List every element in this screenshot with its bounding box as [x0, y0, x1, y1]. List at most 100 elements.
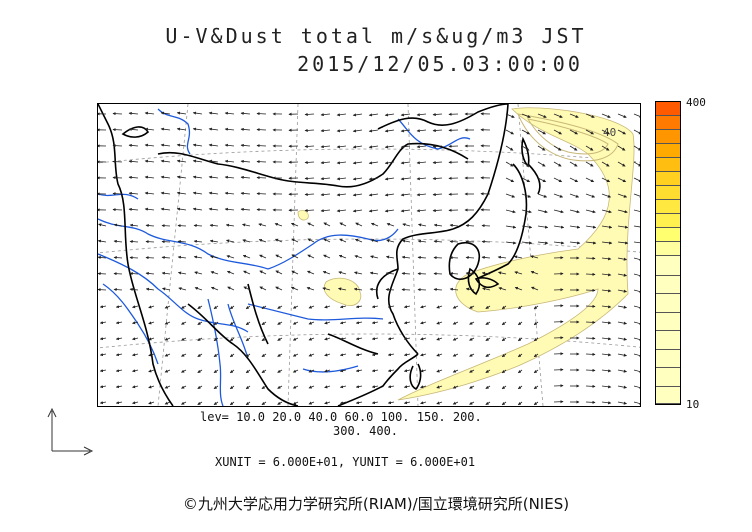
wind-vector: [277, 401, 283, 405]
wind-vector: [160, 127, 171, 131]
wind-vector: [99, 401, 107, 405]
wind-vector: [240, 159, 251, 164]
wind-vector: [308, 385, 315, 389]
wind-vector: [530, 255, 539, 259]
wind-vector: [465, 224, 475, 228]
wind-vector: [176, 111, 187, 115]
wind-vector: [585, 336, 596, 340]
colorbar-segment: [656, 130, 680, 144]
wind-vector: [308, 369, 315, 373]
wind-vector: [145, 223, 155, 228]
wind-vector: [98, 239, 107, 243]
wind-vector: [277, 321, 283, 325]
wind-vector: [115, 401, 123, 405]
wind-vector: [436, 321, 443, 325]
wind-vector: [501, 321, 507, 326]
wind-vector: [144, 175, 155, 179]
dust-plume-main: [397, 107, 635, 401]
wind-vector: [256, 128, 267, 132]
wind-vector: [112, 176, 123, 180]
wind-vector: [129, 287, 139, 292]
wind-vector: [601, 209, 612, 214]
wind-vector: [112, 144, 123, 148]
wind-vector: [553, 113, 563, 118]
wind-vector: [275, 238, 283, 243]
wind-vector: [161, 271, 171, 275]
wind-vector: [633, 209, 640, 212]
wind-vector: [601, 321, 612, 325]
wind-vector: [292, 353, 299, 357]
wind-vector: [368, 209, 379, 213]
wind-vector: [416, 113, 427, 117]
dust-contours: [517, 113, 619, 162]
wind-vector: [601, 401, 612, 405]
wind-vector: [160, 207, 171, 211]
wind-vector: [617, 273, 628, 277]
wind-vector: [164, 305, 171, 309]
wind-vector: [420, 385, 427, 389]
level-legend-line2: 300. 400.: [333, 424, 399, 438]
wind-vector: [98, 272, 107, 276]
wind-vector: [243, 270, 251, 275]
wind-vector: [160, 175, 171, 179]
wind-vector: [537, 225, 549, 229]
colorbar-segment: [656, 102, 680, 116]
wind-vector: [601, 337, 612, 341]
wind-vector: [339, 337, 347, 341]
wind-vector: [402, 223, 411, 227]
wind-vector: [129, 272, 139, 276]
wind-vector: [176, 191, 187, 195]
wind-vector: [115, 321, 123, 325]
wind-vector: [261, 353, 267, 358]
wind-vector: [181, 385, 187, 389]
wind-vector: [307, 238, 315, 243]
wind-vector: [569, 193, 580, 198]
wind-vector: [387, 385, 395, 389]
wind-vector: [308, 353, 315, 357]
wind-vector: [307, 254, 315, 259]
wind-vector: [417, 272, 427, 276]
wind-vector: [144, 111, 155, 115]
wind-vector: [432, 208, 443, 213]
wind-vector: [436, 385, 443, 389]
wind-vector: [420, 321, 427, 325]
wind-vector: [485, 321, 491, 325]
wind-vector: [537, 161, 546, 167]
wind-vector: [336, 161, 347, 165]
wind-vector: [148, 401, 155, 405]
wind-vector: [144, 159, 155, 163]
wind-vector: [181, 337, 187, 341]
wind-vector: [537, 209, 548, 214]
wind-vector: [261, 337, 267, 342]
wind-vector: [98, 255, 107, 260]
wind-vector: [148, 385, 155, 389]
wind-vector: [339, 222, 347, 227]
wind-vector: [176, 175, 187, 179]
wind-vector: [160, 191, 171, 195]
wind-vector: [181, 401, 187, 405]
colorbar-segment: [656, 200, 680, 214]
wind-vector: [148, 353, 155, 357]
wind-vector: [553, 145, 562, 151]
wind-vector: [181, 321, 187, 325]
wind-vector: [585, 384, 596, 388]
wind-vector: [633, 241, 640, 244]
wind-vector: [352, 129, 363, 133]
wind-vector: [633, 177, 640, 183]
wind-vector: [112, 128, 123, 132]
wind-vector: [224, 111, 235, 115]
wind-vector: [224, 207, 235, 211]
wind-vector: [481, 255, 491, 260]
wind-vector: [355, 401, 363, 405]
wind-vector: [465, 240, 475, 244]
wind-vector: [585, 177, 595, 183]
wind-vector: [617, 321, 628, 325]
wind-vector: [144, 127, 155, 131]
wind-vector: [436, 401, 443, 405]
wind-vector: [401, 288, 411, 292]
wind-vector: [533, 337, 539, 342]
wind-vector: [400, 145, 411, 149]
wind-vector: [304, 144, 315, 149]
wind-vector: [465, 256, 475, 260]
wind-vector: [131, 369, 139, 373]
